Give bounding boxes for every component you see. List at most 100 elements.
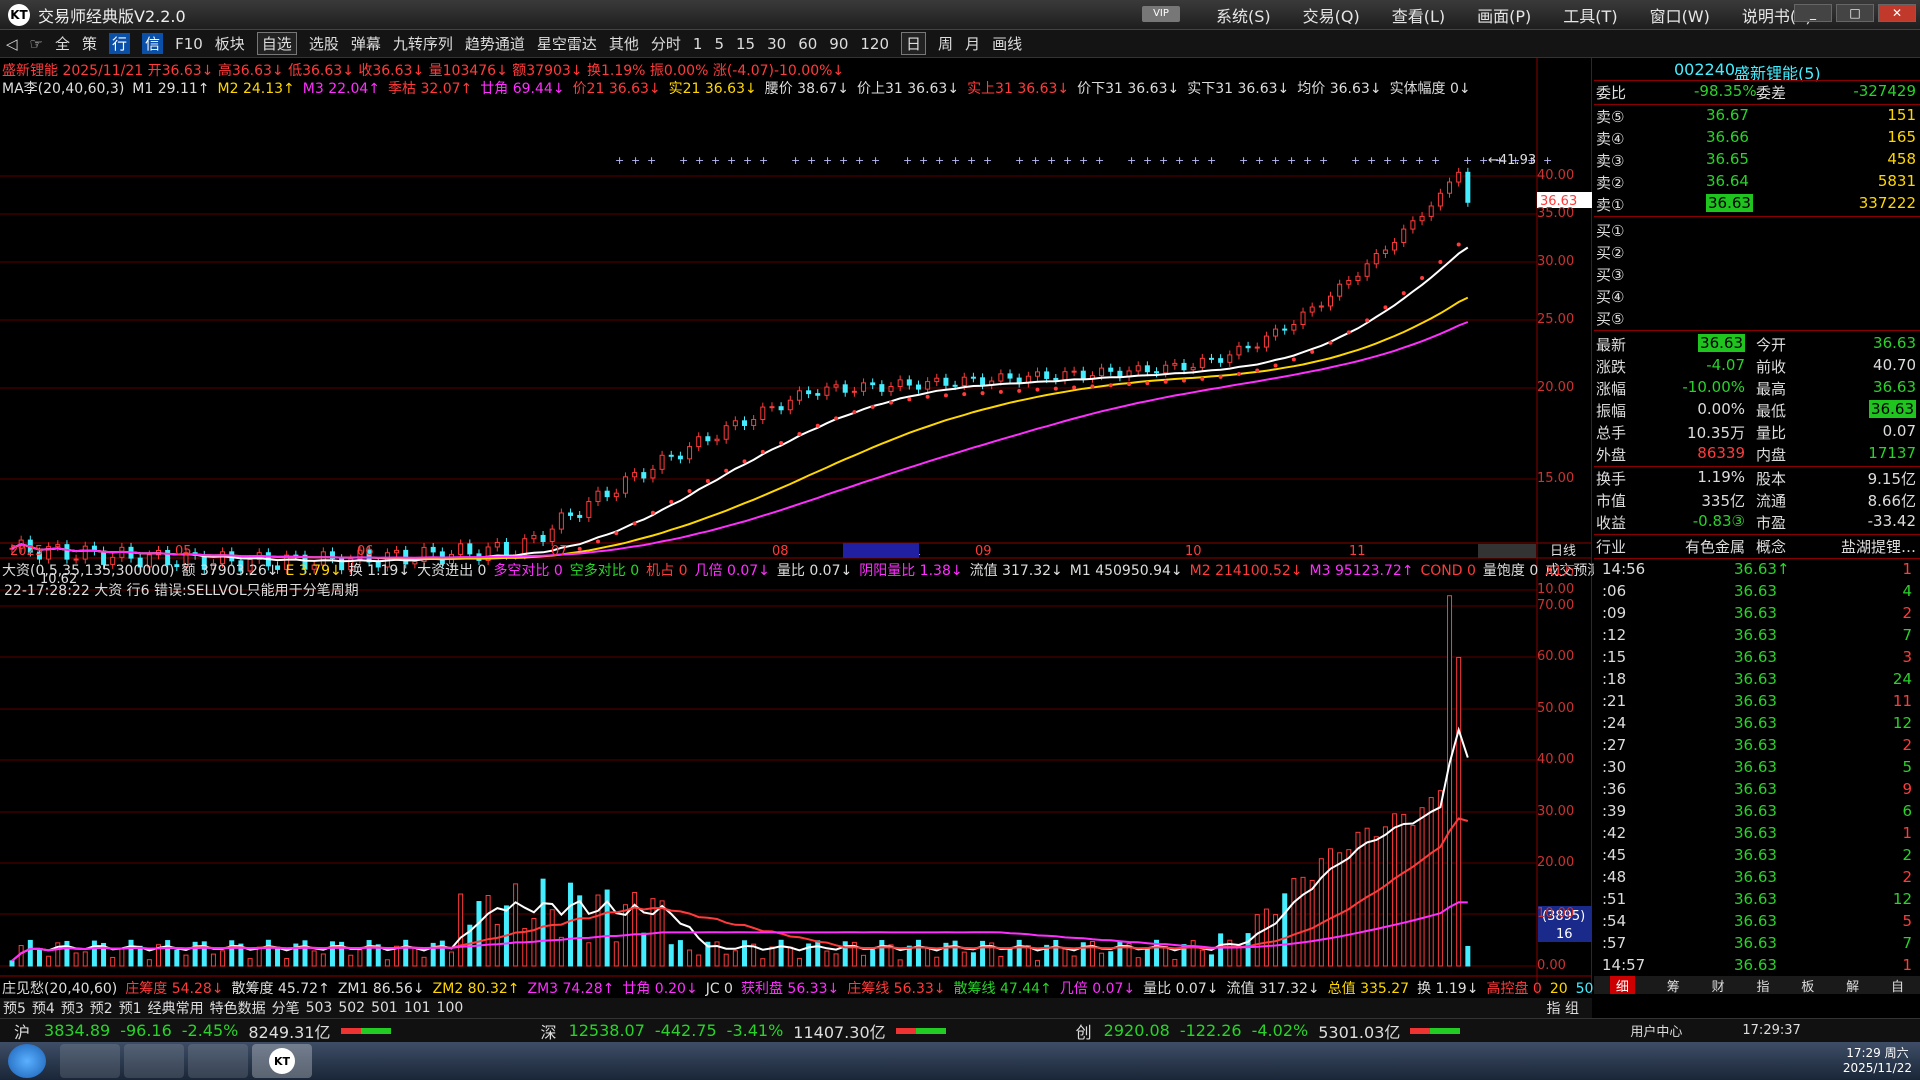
quote-tab-4[interactable]: 板 [1801, 980, 1815, 995]
cy-index[interactable]: 2920.08 [1103, 1021, 1170, 1040]
sz-index[interactable]: 12538.07 [568, 1021, 645, 1040]
toolbar-item-24[interactable]: 画线 [992, 35, 1023, 53]
stat-row-9: 行业 有色金属 概念 盐湖提锂… [1596, 538, 1916, 556]
back-icon[interactable]: ◁ [6, 34, 18, 53]
system-clock[interactable]: 17:29 周六 2025/11/22 [1842, 1046, 1912, 1075]
ma-item-11: 价下31 36.63↓ [1077, 81, 1180, 97]
indicator-tab-3[interactable]: 预2 [89, 1001, 113, 1017]
candle-body [1291, 324, 1297, 331]
signal-mark: + [679, 154, 688, 167]
ma-info-line: MA李(20,40,60,3) M1 29.11↑ M2 24.13↑ M3 22.0… [2, 78, 1479, 98]
candle-body [146, 554, 152, 568]
vip-badge[interactable]: VIP [1142, 6, 1180, 22]
candle-body [1236, 345, 1242, 356]
candle-body [1227, 354, 1233, 363]
indicator-tab-9[interactable]: 502 [338, 1000, 366, 1016]
taskbar-app-1[interactable] [60, 1044, 120, 1078]
indicator-tab-12[interactable]: 100 [436, 1000, 464, 1016]
close-button[interactable]: ✕ [1878, 4, 1916, 22]
cy-change: -122.26 [1179, 1021, 1242, 1040]
start-button[interactable] [8, 1044, 46, 1078]
buy-row-3[interactable]: 买③ [1596, 266, 1625, 284]
menu-item-4[interactable]: 工具(T) [1563, 7, 1618, 26]
toolbar-item-6[interactable]: 自选 [256, 32, 297, 55]
menu-item-3[interactable]: 画面(P) [1477, 7, 1532, 26]
toolbar-item-12[interactable]: 其他 [608, 35, 639, 53]
buy-row-5[interactable]: 买⑤ [1596, 310, 1625, 328]
sell-row-1[interactable]: 卖① 36.63 337222 [1596, 194, 1916, 214]
sz-pct: -3.41% [726, 1021, 784, 1040]
bottom-ind-item-10: 散筹线 47.44↑ [953, 981, 1052, 997]
kline-chart[interactable]: + + + + + + + + + + + + + + + + + + + + + + + + + + + + + + + + + + + + + + + +… [0, 58, 1592, 994]
minimize-button[interactable]: _ [1794, 4, 1832, 22]
toolbar-item-13[interactable]: 分时 [650, 35, 681, 53]
toolbar-item-18[interactable]: 60 [798, 34, 818, 53]
indicator-tab-7[interactable]: 分笔 [271, 1001, 300, 1017]
quote-tab-1[interactable]: 筹 [1666, 980, 1680, 995]
indicator-tab-2[interactable]: 预3 [60, 1001, 84, 1017]
hand-icon[interactable]: ☞ [29, 34, 43, 53]
toolbar-item-21[interactable]: 日 [901, 32, 927, 55]
tabs-right-label[interactable]: 指 组 [1546, 1001, 1579, 1017]
indicator-tab-6[interactable]: 特色数据 [209, 1001, 266, 1017]
user-center-link[interactable]: 用户中心 [1630, 1025, 1683, 1040]
sell-row-3[interactable]: 卖③ 36.65 458 [1596, 150, 1916, 170]
toolbar-item-0[interactable]: 全 [55, 35, 71, 53]
candle-body [64, 544, 70, 560]
taskbar-app-kt[interactable]: KT [252, 1044, 312, 1078]
toolbar-item-20[interactable]: 120 [860, 34, 890, 53]
vol-item-3: 换 1.19↓ [348, 563, 411, 579]
toolbar-item-17[interactable]: 30 [767, 34, 787, 53]
taskbar-app-3[interactable] [188, 1044, 248, 1078]
chart-area[interactable]: + + + + + + + + + + + + + + + + + + + + + + + + + + + + + + + + + + + + + + + +… [0, 58, 1673, 997]
indicator-tab-11[interactable]: 101 [403, 1000, 431, 1016]
toolbar-item-7[interactable]: 选股 [308, 35, 339, 53]
quote-tab-2[interactable]: 财 [1711, 980, 1725, 995]
toolbar-item-15[interactable]: 5 [714, 34, 725, 53]
volume-bar [833, 953, 839, 967]
volume-bar [687, 949, 693, 967]
menu-item-0[interactable]: 系统(S) [1216, 7, 1271, 26]
buy-row-1[interactable]: 买① [1596, 222, 1625, 240]
toolbar-item-23[interactable]: 月 [965, 35, 981, 53]
indicator-tab-1[interactable]: 预4 [31, 1001, 55, 1017]
toolbar-item-1[interactable]: 策 [82, 35, 98, 53]
quote-tab-6[interactable]: 自 [1890, 980, 1904, 995]
sell-row-5[interactable]: 卖⑤ 36.67 151 [1596, 106, 1916, 126]
toolbar-item-16[interactable]: 15 [736, 34, 756, 53]
taskbar-app-2[interactable] [124, 1044, 184, 1078]
toolbar-item-4[interactable]: F10 [175, 34, 203, 53]
price-label: 25.00 [1537, 312, 1575, 327]
toolbar-item-19[interactable]: 90 [829, 34, 849, 53]
indicator-tab-8[interactable]: 503 [305, 1000, 333, 1016]
toolbar-item-10[interactable]: 趋势通道 [464, 35, 525, 53]
toolbar-item-3[interactable]: 信 [142, 33, 164, 54]
toolbar-item-14[interactable]: 1 [692, 34, 703, 53]
indicator-tab-10[interactable]: 501 [371, 1000, 398, 1016]
menu-item-2[interactable]: 查看(L) [1391, 7, 1446, 26]
sh-index[interactable]: 3834.89 [44, 1021, 111, 1040]
quote-tab-0[interactable]: 细 [1609, 976, 1635, 995]
buy-row-4[interactable]: 买④ [1596, 288, 1625, 306]
candle-body [1035, 371, 1040, 377]
volume-unit: X1万 [1545, 564, 1576, 579]
toolbar-item-5[interactable]: 板块 [214, 35, 245, 53]
volume-bar [796, 957, 802, 967]
toolbar-item-8[interactable]: 弹幕 [350, 35, 381, 53]
sell-row-4[interactable]: 卖④ 36.66 165 [1596, 128, 1916, 148]
toolbar-item-2[interactable]: 行 [109, 33, 131, 54]
quote-tab-3[interactable]: 指 [1756, 980, 1770, 995]
toolbar-item-11[interactable]: 星空雷达 [536, 35, 597, 53]
indicator-tab-0[interactable]: 预5 [3, 1001, 26, 1017]
volume-ma-5 [11, 726, 1469, 962]
indicator-tab-5[interactable]: 经典常用 [147, 1001, 204, 1017]
toolbar-item-22[interactable]: 周 [938, 35, 954, 53]
buy-row-2[interactable]: 买② [1596, 244, 1625, 262]
maximize-button[interactable]: □ [1836, 4, 1874, 22]
quote-tab-5[interactable]: 解 [1846, 980, 1860, 995]
indicator-tab-4[interactable]: 预1 [118, 1001, 142, 1017]
menu-item-5[interactable]: 窗口(W) [1649, 7, 1710, 26]
toolbar-item-9[interactable]: 九转序列 [392, 35, 453, 53]
menu-item-1[interactable]: 交易(Q) [1302, 7, 1360, 26]
sell-row-2[interactable]: 卖② 36.64 5831 [1596, 172, 1916, 192]
